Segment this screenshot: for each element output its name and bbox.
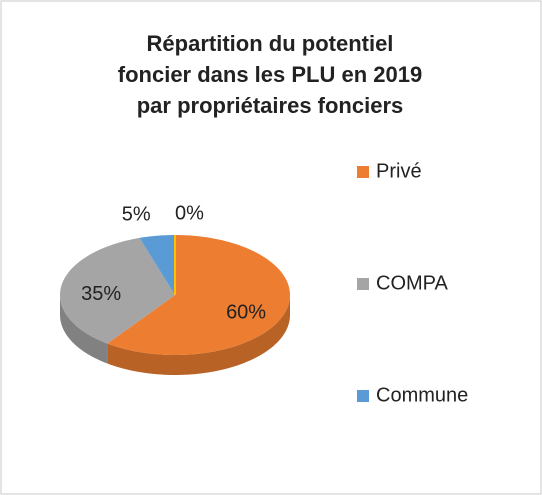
legend-label: Privé [376,160,422,182]
chart-title: foncier dans les PLU en 2019 [118,62,422,87]
chart-title: Répartition du potentiel [147,31,394,56]
legend-swatch [357,166,369,178]
legend-label: COMPA [376,272,449,294]
slice-side [107,295,290,375]
slice [60,237,175,344]
data-label: 60% [226,301,266,323]
data-label: 35% [81,283,121,305]
legend-swatch [357,390,369,402]
slice [107,235,290,355]
data-label: 0% [175,202,204,224]
data-label: 5% [122,203,151,225]
legend-swatch [357,278,369,290]
chart-title: par propriétaires fonciers [137,93,404,118]
legend-label: Commune [376,384,468,406]
slice-side [60,295,108,364]
slice [139,235,175,295]
